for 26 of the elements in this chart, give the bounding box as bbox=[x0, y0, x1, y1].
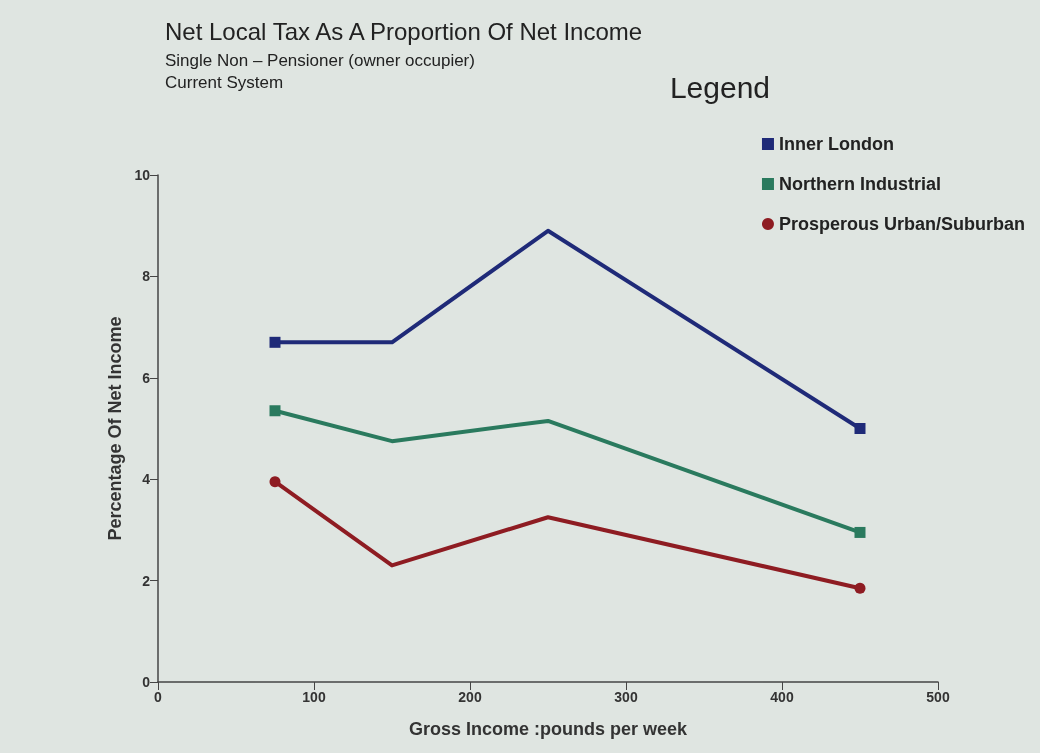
legend-title: Legend bbox=[669, 70, 770, 104]
legend-label: Inner London bbox=[778, 134, 894, 154]
point bbox=[854, 526, 866, 538]
x-tick-label: 300 bbox=[614, 689, 638, 705]
y-tick-label: 8 bbox=[142, 268, 151, 285]
x-tick-label: 100 bbox=[302, 689, 326, 705]
y-axis-title: Percentage Of Net Income bbox=[104, 316, 125, 541]
y-tick-label: 2 bbox=[142, 572, 151, 589]
point bbox=[854, 423, 866, 434]
chart-subtitle: Single Non – Pensioner (owner occupier) Current System bbox=[165, 50, 475, 92]
legend-label: Prosperous Urban/Suburban bbox=[778, 214, 1026, 234]
x-tick-label: 0 bbox=[154, 689, 163, 705]
chart-title: Net Local Tax As A Proportion Of Net Income bbox=[165, 17, 643, 45]
legend-label: Northern Industrial bbox=[778, 174, 941, 194]
point bbox=[269, 405, 281, 417]
point bbox=[269, 336, 281, 348]
y-tick-label: 6 bbox=[142, 369, 151, 386]
y-tick-label: 4 bbox=[142, 471, 151, 488]
y-tick-label: 0 bbox=[142, 674, 151, 690]
point bbox=[854, 582, 866, 594]
point bbox=[269, 476, 281, 488]
x-tick-label: 500 bbox=[926, 689, 950, 705]
x-axis-title: Gross Income :pounds per week bbox=[408, 719, 689, 739]
x-tick-label: 200 bbox=[458, 689, 482, 705]
y-tick-label: 10 bbox=[134, 167, 151, 183]
x-tick-label: 400 bbox=[770, 689, 794, 705]
